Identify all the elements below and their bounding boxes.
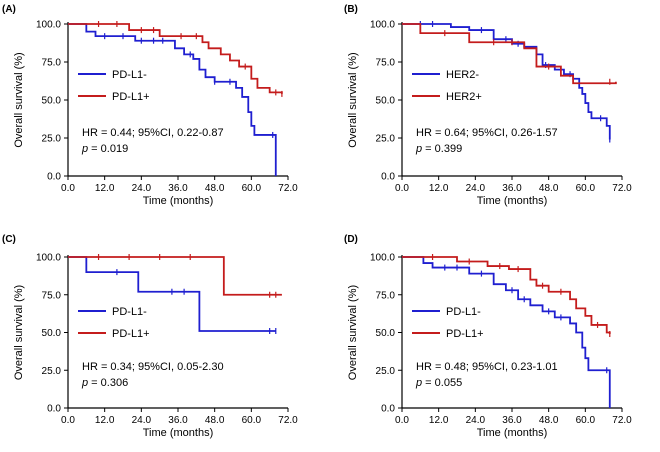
x-tick-label: 12.0 bbox=[95, 415, 115, 426]
hazard-ratio-text: HR = 0.64; 95%CI, 0.26-1.57 bbox=[416, 127, 558, 139]
legend-label: PD-L1+ bbox=[446, 328, 484, 340]
x-tick-label: 36.0 bbox=[168, 183, 188, 194]
x-tick-label: 0.0 bbox=[395, 183, 409, 194]
survival-curve-negative bbox=[68, 23, 277, 176]
panel-label: (B) bbox=[344, 4, 358, 15]
x-tick-label: 48.0 bbox=[539, 183, 559, 194]
x-tick-label: 72.0 bbox=[612, 415, 632, 426]
survival-curve-negative bbox=[402, 23, 611, 140]
y-tick-label: 0.0 bbox=[47, 404, 61, 415]
y-tick-label: 0.0 bbox=[381, 172, 395, 183]
y-tick-label: 0.0 bbox=[381, 404, 395, 415]
x-tick-label: 24.0 bbox=[466, 415, 486, 426]
y-tick-label: 50.0 bbox=[376, 96, 396, 107]
x-tick-label: 36.0 bbox=[168, 415, 188, 426]
hazard-ratio-text: HR = 0.44; 95%CI, 0.22-0.87 bbox=[82, 127, 224, 139]
y-tick-label: 100.0 bbox=[370, 253, 395, 264]
y-tick-label: 75.0 bbox=[376, 58, 396, 69]
survival-curve-positive bbox=[68, 23, 283, 94]
y-tick-label: 50.0 bbox=[42, 328, 62, 339]
y-tick-label: 25.0 bbox=[42, 366, 62, 377]
x-axis-title: Time (months) bbox=[143, 195, 214, 207]
legend-label: PD-L1+ bbox=[112, 91, 150, 103]
p-value-text: p = 0.399 bbox=[415, 143, 462, 155]
survival-curve-negative bbox=[68, 256, 276, 332]
survival-curve-positive bbox=[402, 256, 611, 335]
panel-label: (A) bbox=[2, 4, 16, 15]
y-axis-title: Overall survival (%) bbox=[13, 52, 25, 147]
p-label: p bbox=[81, 143, 88, 155]
km-panel-3: (C) 0.0 25.0 50.0 75.0 100.0 0.0 12.0 24.0 36.0 48… bbox=[2, 234, 298, 439]
p-value: = 0.055 bbox=[422, 377, 462, 389]
p-value-text: p = 0.019 bbox=[81, 143, 128, 155]
p-label: p bbox=[415, 143, 422, 155]
x-tick-label: 0.0 bbox=[395, 415, 409, 426]
panel-label: (D) bbox=[344, 234, 358, 245]
x-axis-title: Time (months) bbox=[477, 195, 548, 207]
p-value-text: p = 0.055 bbox=[415, 377, 462, 389]
y-tick-label: 25.0 bbox=[376, 366, 396, 377]
km-panel-1: (A) 0.0 25.0 50.0 75.0 100.0 0.0 12.0 24.0 36.0 48… bbox=[2, 4, 298, 207]
x-tick-label: 60.0 bbox=[576, 415, 596, 426]
panel-label: (C) bbox=[2, 234, 16, 245]
x-axis-title: Time (months) bbox=[143, 427, 214, 439]
hazard-ratio-text: HR = 0.48; 95%CI, 0.23-1.01 bbox=[416, 361, 558, 373]
y-tick-label: 25.0 bbox=[42, 134, 62, 145]
x-tick-label: 48.0 bbox=[539, 415, 559, 426]
y-axis-title: Overall survival (%) bbox=[347, 52, 359, 147]
x-tick-label: 12.0 bbox=[429, 415, 449, 426]
x-tick-label: 0.0 bbox=[61, 183, 75, 194]
x-tick-label: 72.0 bbox=[612, 183, 632, 194]
legend-label: PD-L1- bbox=[446, 306, 481, 318]
x-axis-title: Time (months) bbox=[477, 427, 548, 439]
legend-label: HER2+ bbox=[446, 91, 482, 103]
p-label: p bbox=[415, 377, 422, 389]
p-value-text: p = 0.306 bbox=[81, 377, 128, 389]
x-tick-label: 60.0 bbox=[576, 183, 596, 194]
y-axis-title: Overall survival (%) bbox=[13, 285, 25, 380]
survival-curve-negative bbox=[402, 256, 611, 408]
y-tick-label: 100.0 bbox=[370, 20, 395, 31]
x-tick-label: 48.0 bbox=[205, 415, 225, 426]
legend-label: PD-L1+ bbox=[112, 328, 150, 340]
km-panel-2: (B) 0.0 25.0 50.0 75.0 100.0 0.0 12.0 24.0 36.0 48… bbox=[344, 4, 632, 207]
p-value: = 0.019 bbox=[88, 143, 128, 155]
hazard-ratio-text: HR = 0.34; 95%CI, 0.05-2.30 bbox=[82, 361, 224, 373]
y-tick-label: 75.0 bbox=[42, 58, 62, 69]
x-tick-label: 48.0 bbox=[205, 183, 225, 194]
x-tick-label: 72.0 bbox=[278, 415, 298, 426]
p-label: p bbox=[81, 377, 88, 389]
x-tick-label: 12.0 bbox=[429, 183, 449, 194]
y-tick-label: 100.0 bbox=[36, 20, 61, 31]
legend-label: PD-L1- bbox=[112, 306, 147, 318]
p-value: = 0.306 bbox=[88, 377, 128, 389]
p-value: = 0.399 bbox=[422, 143, 462, 155]
x-tick-label: 12.0 bbox=[95, 183, 115, 194]
x-tick-label: 36.0 bbox=[502, 415, 522, 426]
y-tick-label: 75.0 bbox=[42, 290, 62, 301]
x-tick-label: 24.0 bbox=[132, 183, 152, 194]
x-tick-label: 72.0 bbox=[278, 183, 298, 194]
km-panel-4: (D) 0.0 25.0 50.0 75.0 100.0 0.0 12.0 24.0 36.0 48… bbox=[344, 234, 632, 439]
survival-curve-positive bbox=[68, 256, 282, 296]
legend-label: PD-L1- bbox=[112, 69, 147, 81]
y-tick-label: 100.0 bbox=[36, 253, 61, 264]
y-tick-label: 25.0 bbox=[376, 134, 396, 145]
y-tick-label: 50.0 bbox=[42, 96, 62, 107]
survival-curve-positive bbox=[402, 23, 617, 85]
x-tick-label: 24.0 bbox=[466, 183, 486, 194]
x-tick-label: 36.0 bbox=[502, 183, 522, 194]
y-axis-title: Overall survival (%) bbox=[347, 285, 359, 380]
x-tick-label: 60.0 bbox=[242, 415, 262, 426]
legend-label: HER2- bbox=[446, 69, 479, 81]
y-tick-label: 75.0 bbox=[376, 290, 396, 301]
x-tick-label: 0.0 bbox=[61, 415, 75, 426]
y-tick-label: 50.0 bbox=[376, 328, 396, 339]
x-tick-label: 24.0 bbox=[132, 415, 152, 426]
x-tick-label: 60.0 bbox=[242, 183, 262, 194]
y-tick-label: 0.0 bbox=[47, 172, 61, 183]
